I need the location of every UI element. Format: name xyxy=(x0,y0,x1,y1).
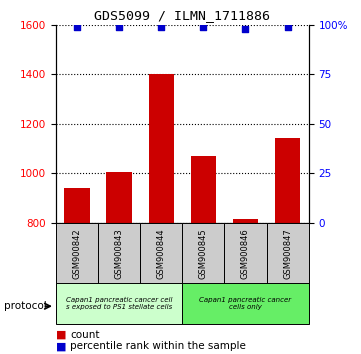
Bar xyxy=(149,74,174,223)
Bar xyxy=(225,223,266,285)
Text: Capan1 pancreatic cancer cell
s exposed to PS1 stellate cells: Capan1 pancreatic cancer cell s exposed … xyxy=(66,297,173,310)
Bar xyxy=(182,283,309,324)
Text: GSM900847: GSM900847 xyxy=(283,229,292,279)
Bar xyxy=(275,137,300,223)
Text: Capan1 pancreatic cancer
cells only: Capan1 pancreatic cancer cells only xyxy=(199,297,292,310)
Point xyxy=(243,26,248,32)
Text: GSM900843: GSM900843 xyxy=(115,229,123,279)
Text: ■: ■ xyxy=(56,330,66,339)
Point xyxy=(285,24,291,30)
Point xyxy=(158,24,164,30)
Bar xyxy=(140,223,182,285)
Bar xyxy=(56,283,182,324)
Text: GSM900846: GSM900846 xyxy=(241,229,250,279)
Bar xyxy=(106,172,132,223)
Text: GSM900844: GSM900844 xyxy=(157,229,166,279)
Text: count: count xyxy=(70,330,100,339)
Bar xyxy=(56,223,98,285)
Text: GSM900842: GSM900842 xyxy=(73,229,82,279)
Text: percentile rank within the sample: percentile rank within the sample xyxy=(70,341,246,351)
Text: protocol: protocol xyxy=(4,301,46,311)
Bar xyxy=(266,223,309,285)
Text: GSM900845: GSM900845 xyxy=(199,229,208,279)
Point xyxy=(74,24,80,30)
Bar xyxy=(182,223,225,285)
Bar xyxy=(98,223,140,285)
Bar xyxy=(64,188,90,223)
Title: GDS5099 / ILMN_1711886: GDS5099 / ILMN_1711886 xyxy=(94,9,270,22)
Bar xyxy=(191,156,216,223)
Bar xyxy=(233,219,258,223)
Point xyxy=(200,24,206,30)
Point xyxy=(116,24,122,30)
Text: ■: ■ xyxy=(56,341,66,351)
